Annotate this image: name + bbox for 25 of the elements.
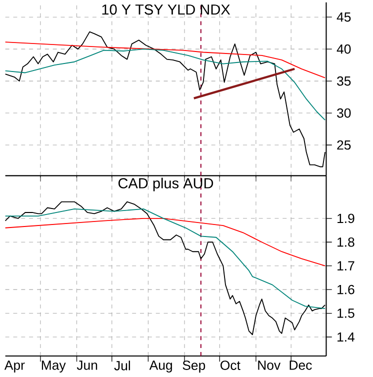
line-series: [4, 208, 326, 309]
x-tick-label: Apr: [4, 360, 25, 372]
y-tick-label: 1.7: [338, 261, 354, 270]
y-tick-label: 35: [337, 76, 351, 86]
y-tick-label: 1.5: [338, 308, 354, 318]
y-tick-label: 1.6: [338, 284, 354, 294]
x-tick-label: Jul: [114, 360, 130, 370]
chart-title: CAD plus AUD: [118, 178, 214, 192]
y-tick-label: 40: [336, 44, 351, 54]
chart-title: 10 Y TSY YLD NDX: [102, 4, 230, 15]
line-series: [4, 42, 326, 78]
x-tick-label: Jun: [76, 360, 98, 370]
y-tick-label: 45: [336, 12, 351, 22]
y-tick-label: 30: [337, 108, 351, 118]
x-tick-label: Nov: [258, 360, 281, 370]
x-tick-label: Sep: [182, 360, 206, 373]
x-tick-label: Dec: [290, 360, 312, 370]
x-tick-label: Aug: [149, 360, 172, 372]
y-tick-label: 1.9: [338, 214, 354, 224]
x-tick-label: May: [42, 360, 66, 372]
y-tick-label: 1.8: [338, 237, 354, 247]
line-series: [4, 48, 326, 121]
y-tick-label: 1.4: [338, 332, 355, 342]
y-tick-label: 25: [337, 140, 351, 150]
x-tick-label: Oct: [220, 360, 240, 370]
